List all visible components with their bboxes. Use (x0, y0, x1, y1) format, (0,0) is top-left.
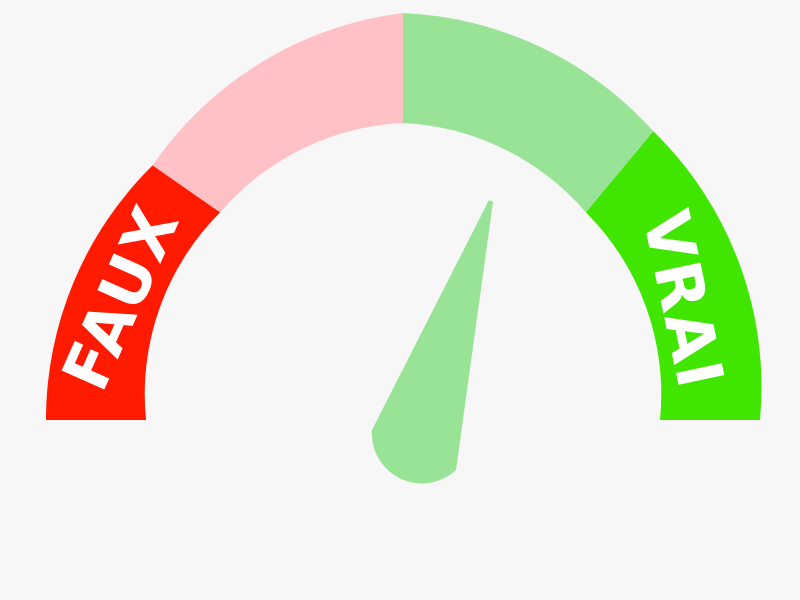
gauge-segment-false-strong (45, 165, 221, 420)
gauge-segment-true-strong (585, 131, 762, 420)
gauge-needle (371, 200, 493, 484)
needle-shape (371, 200, 493, 484)
gauge-segment-false-light (152, 13, 403, 213)
gauge-segment-true-light (403, 13, 654, 213)
